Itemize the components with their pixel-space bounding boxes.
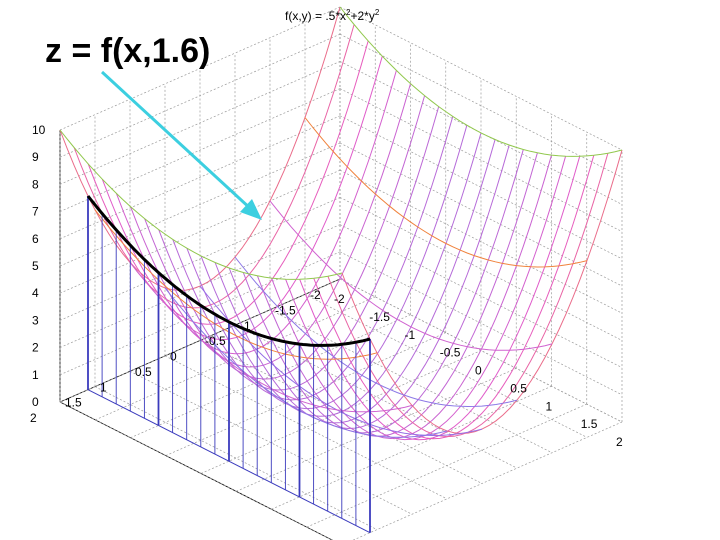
y-tick-label: -1.5 xyxy=(275,303,296,317)
slice-annotation: z = f(x,1.6) xyxy=(45,32,210,70)
grid-line xyxy=(339,197,623,341)
grid-line xyxy=(339,6,623,151)
x-tick-label: 0 xyxy=(475,364,482,378)
y-tick-label: 2 xyxy=(30,411,37,425)
grid-line xyxy=(164,355,448,500)
x-tick-label: -0.5 xyxy=(440,346,461,360)
mesh-line-x xyxy=(304,117,588,268)
grid-line xyxy=(234,324,518,469)
y-tick-label: 0 xyxy=(170,350,177,364)
grid-line xyxy=(165,332,446,456)
mesh-line-x xyxy=(164,287,448,438)
y-tick-label: 1.5 xyxy=(65,396,82,410)
x-tick-label: 2 xyxy=(616,435,623,449)
slice-base-line xyxy=(87,389,371,534)
z-tick-label: 7 xyxy=(32,205,39,219)
y-tick-label: -1 xyxy=(240,319,251,333)
grid-line xyxy=(339,61,623,205)
x-tick-label: -1.5 xyxy=(369,310,390,324)
grid-line xyxy=(94,386,378,530)
grid-line xyxy=(199,340,483,484)
grid-line xyxy=(271,385,552,510)
slice-curve-group xyxy=(86,195,371,347)
z-tick-label: 3 xyxy=(32,313,39,327)
mesh-line-x xyxy=(234,256,518,408)
z-tick-label: 8 xyxy=(32,177,39,191)
z-tick-label: 5 xyxy=(32,259,39,273)
z-tick-label: 10 xyxy=(32,123,46,137)
grid-line xyxy=(339,88,623,232)
mesh-line-x xyxy=(269,200,553,351)
plot-title: f(x,y) = .5*x2+2*y2 xyxy=(285,8,380,23)
grid-line xyxy=(129,370,413,515)
z-tick-label: 0 xyxy=(32,395,39,409)
grid-line xyxy=(339,33,623,178)
y-tick-label: 1 xyxy=(100,380,107,394)
grid-line xyxy=(339,115,623,260)
mesh-line-x xyxy=(199,285,483,437)
y-tick-label: 0.5 xyxy=(135,365,152,379)
grid-line xyxy=(59,401,333,540)
x-tick-label: -2 xyxy=(334,292,345,306)
z-tick-label: 1 xyxy=(32,368,39,382)
grid-line xyxy=(339,251,623,396)
grid-line xyxy=(59,88,341,212)
slice-curve xyxy=(86,195,371,347)
slice-drop-lines xyxy=(87,196,371,534)
z-tick-label: 4 xyxy=(32,286,39,300)
grid-line xyxy=(269,309,553,454)
grid-line xyxy=(59,115,341,240)
annotation-arrow xyxy=(100,70,262,220)
grid-line xyxy=(339,169,623,314)
x-tick-label: 1.5 xyxy=(581,417,598,431)
grid-line xyxy=(339,224,623,368)
mesh-line-x xyxy=(59,129,343,280)
grid-line xyxy=(339,142,623,287)
grid-line xyxy=(306,403,587,528)
z-tick-label: 2 xyxy=(32,341,39,355)
mesh-line-x xyxy=(339,6,623,157)
grid-line xyxy=(304,294,588,438)
grid-lines xyxy=(59,6,623,540)
y-tick-label: -0.5 xyxy=(205,334,226,348)
z-tick-label: 6 xyxy=(32,232,39,246)
z-tick-label: 9 xyxy=(32,150,39,164)
y-tick-label: -2 xyxy=(310,288,321,302)
grid-line xyxy=(59,6,341,131)
mesh-line-x xyxy=(94,209,378,360)
grid-line xyxy=(95,296,376,421)
x-tick-label: -1 xyxy=(405,328,416,342)
x-tick-label: 1 xyxy=(546,399,553,413)
grid-line xyxy=(352,421,623,540)
x-tick-label: 0.5 xyxy=(510,381,527,395)
